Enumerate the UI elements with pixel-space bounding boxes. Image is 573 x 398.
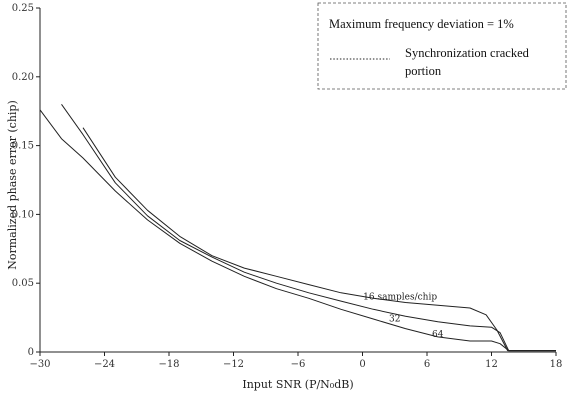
ticks: −30 −24 −18 −12 −6 0 6 12 18 0 0.05 0.10 0.15 0.20 0.2…	[12, 3, 563, 370]
y-tick-label: 0	[28, 347, 34, 358]
y-tick-label: 0.10	[12, 209, 34, 220]
curve-label-s64: 64	[432, 330, 444, 340]
x-tick-label: 12	[485, 359, 498, 370]
y-tick-label: 0.15	[12, 141, 34, 152]
x-tick-label: 6	[424, 359, 430, 370]
series-line-1	[82, 127, 556, 352]
x-tick-label: −18	[158, 359, 179, 370]
curve-label-s16: 16 samples/chip	[363, 293, 437, 303]
x-tick-label: −12	[223, 359, 244, 370]
y-axis-title: Normalized phase error (chip)	[6, 100, 19, 270]
y-tick-label: 0.20	[12, 72, 34, 83]
legend-header: Maximum frequency deviation = 1%	[329, 17, 514, 31]
x-tick-label: −30	[29, 359, 50, 370]
series-line-2	[61, 104, 556, 352]
y-tick-label: 0.25	[12, 3, 34, 14]
legend-entry-line1: Synchronization cracked	[405, 46, 530, 60]
legend-entry-line2: portion	[405, 64, 442, 78]
x-tick-label: 18	[550, 359, 563, 370]
x-tick-label: −6	[291, 359, 306, 370]
series-group	[39, 104, 556, 352]
series-line-3	[39, 109, 556, 352]
x-axis-title: Input SNR (P/N₀dB)	[242, 378, 353, 391]
y-tick-label: 0.05	[12, 278, 34, 289]
x-tick-label: −24	[94, 359, 115, 370]
legend: Maximum frequency deviation = 1% Synchro…	[317, 2, 567, 90]
curve-labels: 16 samples/chip 32 64	[363, 293, 444, 340]
curve-label-s32: 32	[389, 315, 400, 325]
x-tick-label: 0	[359, 359, 365, 370]
legend-box	[317, 2, 567, 90]
